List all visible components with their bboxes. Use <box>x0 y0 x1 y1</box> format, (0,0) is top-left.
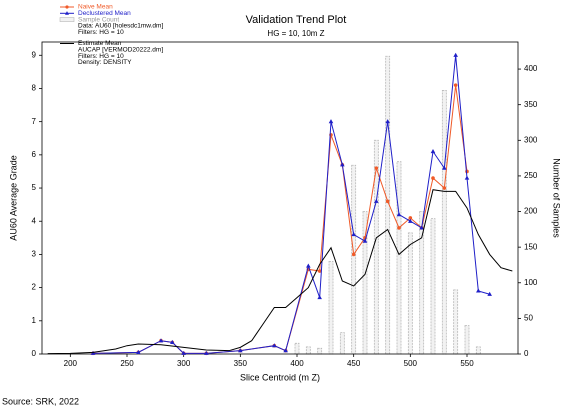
point-marker <box>158 338 164 343</box>
chart-title: Validation Trend Plot <box>246 14 347 26</box>
point-marker <box>328 119 334 124</box>
bar <box>453 289 459 355</box>
point-marker <box>442 186 447 190</box>
point-marker <box>408 218 413 223</box>
point-marker <box>397 226 401 230</box>
y-tick-label: 5 <box>32 183 37 192</box>
x-tick-label: 550 <box>460 359 474 368</box>
y2-tick-label: 50 <box>524 313 533 322</box>
y-tick-label: 4 <box>32 216 37 225</box>
point-marker <box>442 165 447 170</box>
x-tick-label: 350 <box>234 359 248 368</box>
y2-tick-label: 350 <box>524 100 538 109</box>
point-marker <box>453 83 458 87</box>
y-tick-label: 3 <box>32 250 37 259</box>
point-marker <box>306 263 311 268</box>
y-tick-label: 9 <box>32 50 37 59</box>
y2-axis-label: Number of Samples <box>552 158 562 238</box>
x-tick-label: 500 <box>404 359 418 368</box>
bar <box>339 332 345 355</box>
point-marker <box>283 348 288 353</box>
series-line <box>92 55 490 354</box>
y2-tick-label: 400 <box>524 64 538 73</box>
bar <box>464 325 470 355</box>
point-marker <box>430 149 436 154</box>
legend-label: Estimate Mean <box>78 40 122 47</box>
point-marker <box>431 176 435 180</box>
y2-tick-label: 300 <box>524 135 538 144</box>
point-marker <box>238 348 243 353</box>
bar <box>396 161 402 355</box>
x-tick-label: 250 <box>120 359 134 368</box>
series-line <box>47 189 513 355</box>
legend-note: Data: AU60 [holesdc1mw.dm] <box>78 23 163 30</box>
point-marker <box>374 198 379 203</box>
y-tick-label: 8 <box>32 84 37 93</box>
point-marker <box>170 339 175 344</box>
y-tick-label: 2 <box>32 283 37 292</box>
bar <box>475 346 481 355</box>
x-axis-label: Slice Centroid (m Z) <box>240 372 320 382</box>
plot-frame <box>41 41 519 355</box>
legend-swatch <box>59 17 75 22</box>
point-marker <box>272 343 277 348</box>
legend-label: Declustered Mean <box>78 10 131 17</box>
y-tick-label: 0 <box>32 349 37 358</box>
point-marker <box>351 252 356 257</box>
legend-marker <box>65 11 69 15</box>
point-marker <box>204 350 209 355</box>
point-marker <box>396 212 402 217</box>
bar <box>441 90 447 355</box>
point-marker <box>408 216 413 220</box>
bar <box>305 346 311 355</box>
point-marker <box>90 350 96 355</box>
legend-note: AUCAP [VERMOD20222.dm] <box>78 47 163 54</box>
x-tick-label: 300 <box>177 359 191 368</box>
legend-note: Density: DENSITY <box>78 59 132 66</box>
y2-tick-label: 250 <box>524 171 538 180</box>
y-axis-label: AU60 Average Grade <box>8 155 18 240</box>
y2-tick-label: 150 <box>524 242 538 251</box>
bar <box>294 342 300 355</box>
point-marker <box>487 291 492 296</box>
y-tick-label: 1 <box>32 316 37 325</box>
point-marker <box>351 232 356 237</box>
point-marker <box>136 349 141 354</box>
bar <box>351 164 357 355</box>
y2-tick-label: 200 <box>524 207 538 216</box>
point-marker <box>340 162 345 167</box>
y2-tick-label: 100 <box>524 278 538 287</box>
legend-marker <box>65 5 69 9</box>
legend-note: Filters: HG = 10 <box>78 29 124 36</box>
point-marker <box>476 288 481 293</box>
legend-label: Naive Mean <box>78 4 113 11</box>
legend-label: Sample Count <box>78 16 119 23</box>
bar <box>430 218 436 355</box>
x-tick-label: 200 <box>64 359 78 368</box>
legend-note: Filters: HG = 10 <box>78 53 124 60</box>
y2-tick-label: 0 <box>524 349 529 358</box>
x-tick-label: 400 <box>290 359 304 368</box>
point-marker <box>385 199 390 204</box>
bar <box>407 232 413 355</box>
source-note: Source: SRK, 2022 <box>2 396 79 406</box>
point-marker <box>464 175 470 180</box>
y-tick-label: 7 <box>32 117 37 126</box>
point-marker <box>385 119 390 124</box>
point-marker <box>453 52 458 57</box>
point-marker <box>419 225 424 230</box>
bar <box>317 347 323 355</box>
bar <box>328 260 334 355</box>
bar <box>362 211 368 355</box>
y-tick-label: 6 <box>32 150 37 159</box>
point-marker <box>374 166 379 170</box>
chart-subtitle: HG = 10, 10m Z <box>267 29 324 38</box>
x-tick-label: 450 <box>347 359 361 368</box>
point-marker <box>362 238 368 243</box>
point-marker <box>181 350 186 355</box>
point-marker <box>317 269 322 273</box>
point-marker <box>317 295 322 300</box>
